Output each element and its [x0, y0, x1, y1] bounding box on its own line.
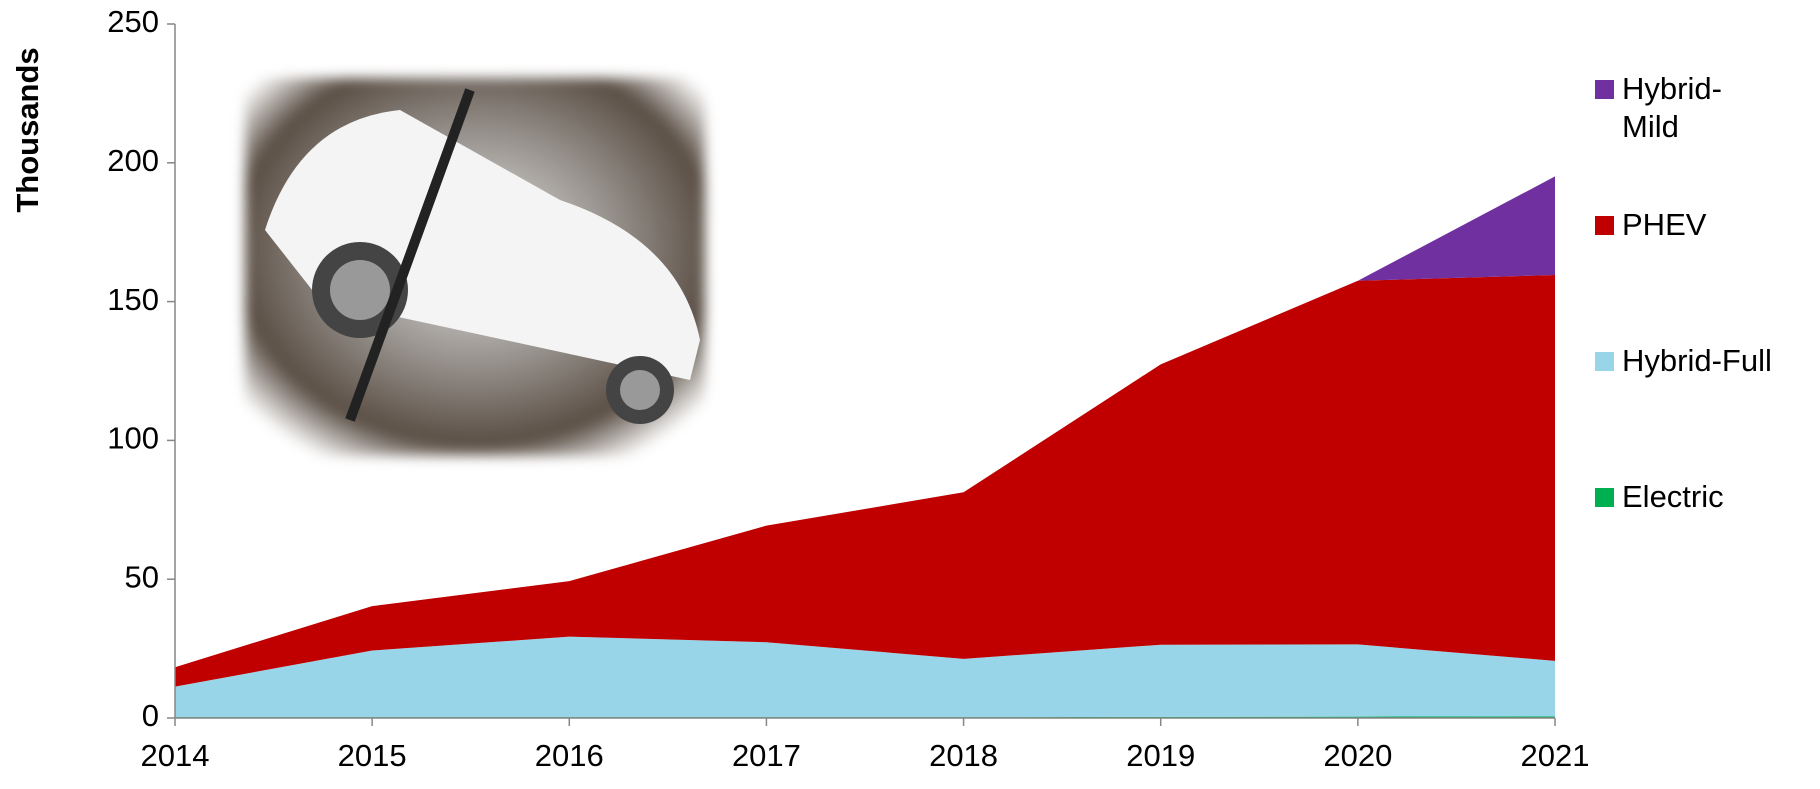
legend-swatch [1595, 352, 1614, 371]
x-tick-label: 2014 [141, 738, 210, 773]
legend-item: Electric [1595, 478, 1724, 516]
legend-item: PHEV [1595, 206, 1706, 244]
legend-swatch [1595, 488, 1614, 507]
area [175, 274, 1555, 687]
area [175, 636, 1555, 718]
legend-label: Hybrid-Full [1622, 343, 1772, 378]
legend-item: Hybrid-Full [1595, 342, 1772, 380]
y-tick-label: 200 [107, 143, 159, 178]
x-tick-label: 2017 [732, 738, 801, 773]
legend-label: Hybrid-Mild [1622, 71, 1722, 144]
y-tick-label: 50 [125, 559, 159, 594]
legend-label: PHEV [1622, 207, 1707, 242]
x-tick-label: 2015 [338, 738, 407, 773]
x-tick-label: 2016 [535, 738, 604, 773]
legend-swatch [1595, 80, 1614, 99]
legend-label: Electric [1622, 479, 1724, 514]
legend-item: Hybrid-Mild [1595, 70, 1742, 146]
y-axis-title: Thousands [10, 47, 45, 212]
x-tick-label: 2019 [1126, 738, 1195, 773]
y-tick-label: 150 [107, 282, 159, 317]
x-tick-label: 2020 [1323, 738, 1392, 773]
photo [245, 78, 705, 456]
y-tick-label: 0 [142, 698, 159, 733]
x-tick-label: 2018 [929, 738, 998, 773]
legend-swatch [1595, 216, 1614, 235]
y-tick-label: 100 [107, 421, 159, 456]
x-tick-label: 2021 [1521, 738, 1590, 773]
y-tick-label: 250 [107, 4, 159, 39]
